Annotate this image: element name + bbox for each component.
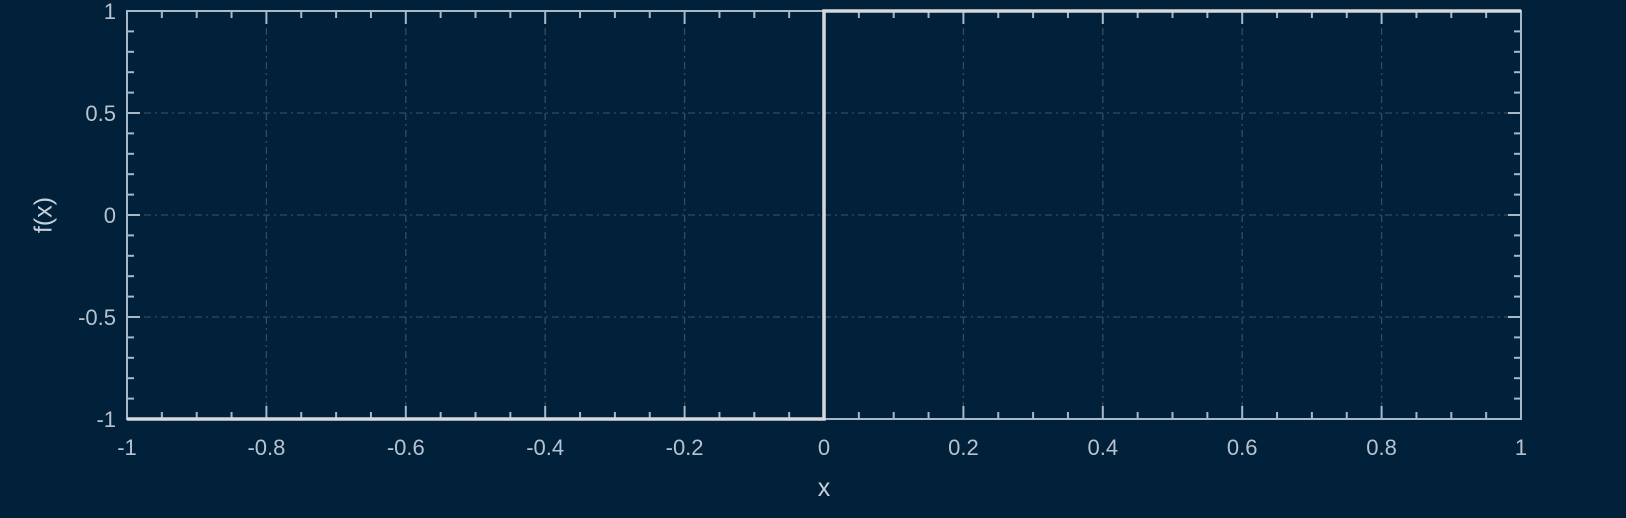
x-tick-label: -1 [117,435,137,460]
y-tick-label: -0.5 [78,305,116,330]
y-tick-label: 1 [104,0,116,24]
x-tick-label: 0.6 [1227,435,1258,460]
x-tick-label: 0.8 [1366,435,1397,460]
x-tick-label: -0.8 [247,435,285,460]
series-line-0 [127,9,1521,421]
x-tick-label: 0.4 [1088,435,1119,460]
x-axis-label: x [818,474,831,502]
x-tick-labels: -1 -0.8 -0.6 -0.4 -0.2 0 0.2 0.4 0.6 0.8 1 [117,435,1527,460]
y-tick-label: 0 [104,203,116,228]
x-tick-label: -0.4 [526,435,564,460]
x-tick-label: 0.2 [948,435,979,460]
y-tick-label: 0.5 [85,101,116,126]
y-tick-labels: -1 -0.5 0 0.5 1 [78,0,116,432]
x-tick-label: -0.6 [387,435,425,460]
x-tick-label: -0.2 [666,435,704,460]
y-tick-label: -1 [96,407,116,432]
y-axis-label: f(x) [30,197,58,233]
x-tick-label: 1 [1515,435,1527,460]
x-tick-label: 0 [818,435,830,460]
series-group [127,9,1521,421]
